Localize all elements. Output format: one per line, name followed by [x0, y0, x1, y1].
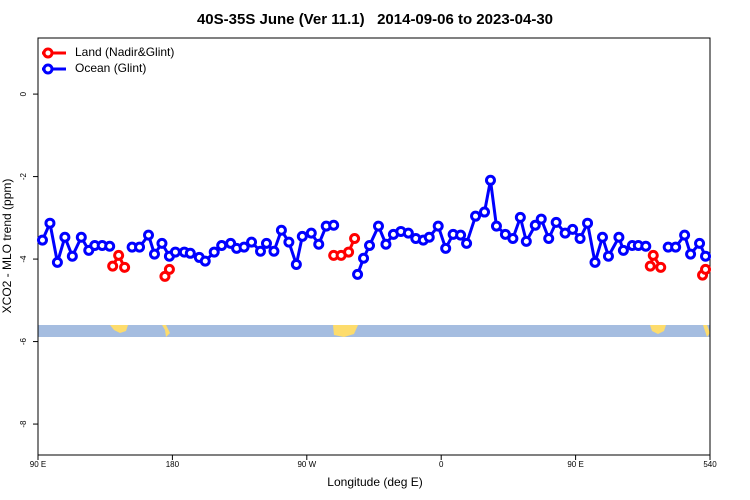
data-point — [440, 242, 452, 254]
data-point — [59, 231, 71, 243]
data-point — [216, 239, 228, 251]
chart-title: 40S-35S June (Ver 11.1) 2014-09-06 to 20… — [197, 11, 553, 28]
data-point — [305, 227, 317, 239]
data-point — [574, 232, 586, 244]
data-point — [589, 256, 601, 268]
data-point — [596, 231, 608, 243]
data-point — [543, 232, 555, 244]
data-point — [143, 229, 155, 241]
legend-label: Ocean (Glint) — [75, 61, 146, 75]
data-point — [647, 249, 659, 261]
data-point — [700, 263, 712, 275]
data-point — [238, 241, 250, 253]
x-tick-label: 90 E — [567, 460, 583, 469]
data-point — [644, 260, 656, 272]
data-point — [51, 256, 63, 268]
y-tick-label: -4 — [19, 255, 28, 263]
x-tick-label: 180 — [166, 460, 180, 469]
data-point — [119, 261, 131, 273]
data-point — [685, 248, 697, 260]
data-point — [364, 239, 376, 251]
y-tick-label: -8 — [19, 420, 28, 428]
map-strip — [38, 325, 710, 337]
x-axis-label: Longitude (deg E) — [327, 475, 422, 489]
data-point — [75, 231, 87, 243]
data-point — [372, 220, 384, 232]
data-point — [260, 237, 272, 249]
y-tick-label: -6 — [19, 337, 28, 345]
data-point — [550, 216, 562, 228]
data-point — [134, 241, 146, 253]
data-point — [246, 236, 258, 248]
data-point — [184, 247, 196, 259]
data-point — [169, 246, 181, 258]
data-point — [290, 258, 302, 270]
data-point — [602, 250, 614, 262]
data-point — [163, 263, 175, 275]
data-point — [655, 261, 667, 273]
data-point — [36, 234, 48, 246]
data-point — [349, 232, 361, 244]
data-point — [343, 246, 355, 258]
data-point — [567, 223, 579, 235]
data-point — [423, 231, 435, 243]
data-point — [520, 235, 532, 247]
data-point — [104, 240, 116, 252]
data-point — [328, 219, 340, 231]
data-point — [255, 245, 267, 257]
data-point — [470, 210, 482, 222]
data-point — [432, 220, 444, 232]
data-point — [283, 236, 295, 248]
data-point — [700, 250, 712, 262]
data-point — [507, 232, 519, 244]
data-point — [358, 252, 370, 264]
data-point — [402, 227, 414, 239]
legend-marker — [42, 63, 54, 75]
data-point — [44, 217, 56, 229]
data-point — [296, 230, 308, 242]
data-point — [679, 229, 691, 241]
x-tick-label: 0 — [439, 460, 444, 469]
data-point — [156, 237, 168, 249]
data-point — [529, 219, 541, 231]
data-point — [514, 211, 526, 223]
y-tick-label: 0 — [19, 91, 28, 96]
data-point — [199, 255, 211, 267]
data-point — [617, 244, 629, 256]
data-point — [484, 174, 496, 186]
x-tick-label: 90 W — [297, 460, 316, 469]
data-point — [455, 229, 467, 241]
data-point — [66, 250, 78, 262]
data-point — [535, 213, 547, 225]
data-point — [640, 240, 652, 252]
data-point — [352, 268, 364, 280]
x-tick-label: 540 — [703, 460, 717, 469]
data-point — [613, 231, 625, 243]
data-point — [268, 245, 280, 257]
data-point — [208, 246, 220, 258]
data-point — [694, 237, 706, 249]
data-point — [490, 220, 502, 232]
data-point — [380, 238, 392, 250]
data-point — [148, 248, 160, 260]
data-point — [113, 249, 125, 261]
legend-label: Land (Nadir&Glint) — [75, 45, 174, 59]
legend-marker — [42, 47, 54, 59]
y-tick-label: -2 — [19, 172, 28, 180]
data-point — [582, 217, 594, 229]
data-point — [479, 206, 491, 218]
y-axis-label: XCO2 - MLO trend (ppm) — [0, 179, 14, 314]
plot-frame — [37, 37, 711, 456]
data-point — [461, 237, 473, 249]
data-point — [107, 260, 119, 272]
x-tick-label: 90 E — [30, 460, 46, 469]
data-point — [313, 238, 325, 250]
data-point — [275, 224, 287, 236]
data-point — [670, 241, 682, 253]
